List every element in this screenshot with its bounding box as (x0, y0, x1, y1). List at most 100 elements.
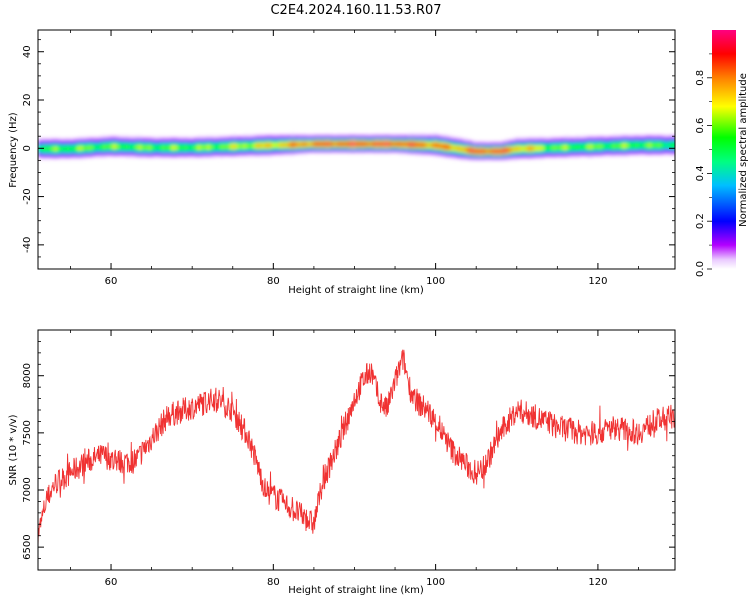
heatmap-cell (239, 151, 244, 154)
heatmap-cell (210, 149, 214, 152)
heatmap-cell (466, 147, 471, 149)
heatmap-cell (557, 144, 562, 147)
heatmap-cell (307, 147, 312, 149)
heatmap-cell (583, 141, 588, 143)
heatmap-cell (219, 138, 224, 141)
heatmap-cell (141, 150, 146, 153)
heatmap-cell (96, 153, 101, 155)
heatmap-cell (38, 142, 42, 145)
heatmap-cell (268, 148, 273, 151)
heatmap-cell (417, 149, 422, 152)
heatmap-cell (408, 136, 412, 139)
heatmap-cell (446, 143, 451, 146)
heatmap-cell (550, 154, 555, 157)
heatmap-cell (307, 136, 312, 139)
heatmap-cell (89, 144, 94, 147)
heatmap-cell (408, 137, 412, 140)
heatmap-cell (333, 137, 338, 140)
heatmap-cell (469, 157, 474, 160)
heatmap-cell (223, 138, 227, 141)
heatmap-cell (313, 136, 318, 139)
heatmap-cell (385, 150, 390, 153)
heatmap-cell (586, 137, 591, 140)
heatmap-cell (330, 144, 334, 147)
heatmap-cell (271, 153, 276, 155)
heatmap-cell (219, 149, 224, 152)
heatmap-cell (349, 136, 354, 139)
heatmap-cell (433, 151, 438, 154)
heatmap-cell (554, 138, 558, 141)
heatmap-cell (524, 156, 529, 159)
heatmap-cell (171, 155, 175, 158)
heatmap-cell (625, 147, 630, 149)
heatmap-cell (343, 150, 347, 153)
heatmap-cell (38, 151, 42, 154)
heatmap-cell (459, 151, 464, 154)
heatmap-cell (414, 143, 419, 146)
heatmap-cell (563, 150, 568, 153)
heatmap-cell (346, 136, 351, 139)
heatmap-cell (76, 143, 81, 146)
heatmap-cell (57, 144, 62, 147)
heatmap-cell (609, 148, 614, 151)
heatmap-cell (281, 145, 286, 148)
heatmap-cell (245, 139, 250, 142)
heatmap-cell (281, 149, 286, 152)
heatmap-cell (450, 143, 455, 146)
heatmap-cell (570, 154, 575, 157)
heatmap-cell (443, 143, 448, 146)
heatmap-cell (450, 149, 455, 152)
heatmap-cell (76, 138, 81, 141)
heatmap-cell (609, 145, 614, 148)
heatmap-cell (661, 135, 666, 137)
heatmap-cell (239, 149, 244, 152)
heatmap-cell (135, 151, 140, 154)
heatmap-cell (63, 138, 68, 141)
heatmap-cell (482, 153, 487, 155)
heatmap-cell (628, 141, 633, 143)
heatmap-cell (128, 138, 133, 141)
heatmap-cell (235, 154, 240, 157)
heatmap-cell (625, 144, 630, 147)
heatmap-cell (44, 142, 49, 145)
heatmap-cell (119, 150, 123, 153)
heatmap-cell (89, 142, 94, 145)
heatmap-cell (213, 142, 218, 145)
heatmap-cell (388, 149, 393, 152)
heatmap-cell (60, 139, 65, 142)
heatmap-cell (284, 139, 289, 142)
heatmap-cell (459, 141, 464, 143)
heatmap-cell (300, 148, 305, 151)
heatmap-cell (469, 145, 474, 148)
heatmap-cell (534, 150, 539, 153)
heatmap-cell (408, 147, 412, 149)
heatmap-cell (489, 155, 494, 158)
heatmap-cell (63, 153, 68, 155)
heatmap-cell (67, 153, 72, 155)
heatmap-cell (320, 136, 325, 139)
heatmap-cell (180, 142, 185, 145)
heatmap-cell (430, 139, 435, 142)
heatmap-cell (395, 150, 399, 153)
heatmap-cell (622, 154, 627, 157)
heatmap-cell (323, 142, 328, 145)
heatmap-cell (505, 150, 510, 153)
heatmap-cell (547, 151, 552, 154)
heatmap-cell (304, 135, 309, 137)
heatmap-cell (239, 153, 244, 155)
heatmap-cell (200, 145, 205, 148)
heatmap-cell (641, 143, 646, 146)
heatmap-cell (580, 138, 584, 141)
heatmap-cell (158, 149, 162, 152)
heatmap-cell (154, 139, 159, 142)
heatmap-cell (580, 151, 584, 154)
heatmap-cell (619, 138, 623, 141)
heatmap-cell (177, 142, 182, 145)
heatmap-cell (119, 154, 123, 157)
heatmap-cell (80, 154, 85, 157)
heatmap-cell (550, 141, 555, 143)
heatmap-cell (560, 153, 565, 155)
heatmap-cell (446, 150, 451, 153)
heatmap-cell (177, 143, 182, 146)
heatmap-cell (606, 143, 610, 146)
